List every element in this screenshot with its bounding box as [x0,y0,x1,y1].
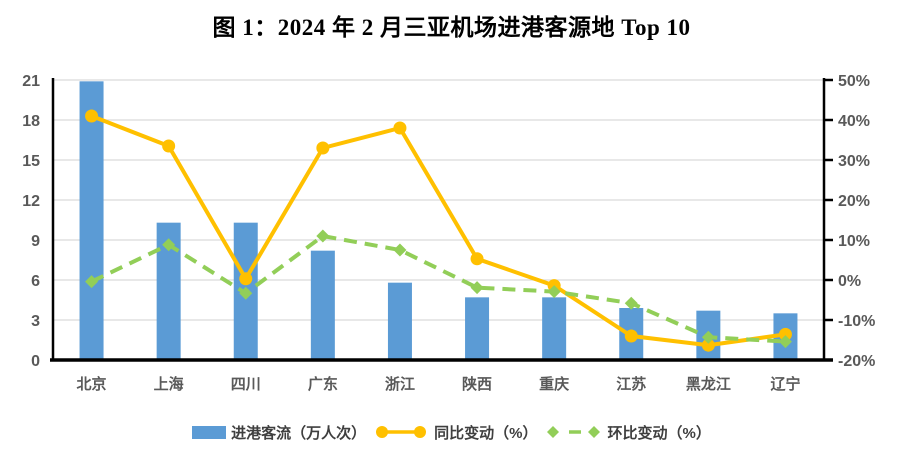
legend-item-yoy: 同比变动（%） [373,422,538,443]
right-axis-label: -10% [838,313,875,330]
left-axis-label: 15 [22,153,40,170]
bar-北京 [79,81,104,360]
mom-point-广东 [316,229,330,243]
yoy-point-北京 [85,109,99,123]
left-axis-label: 21 [22,73,40,90]
yoy-series-swatch [376,426,427,438]
right-axis-label: 30% [838,153,870,170]
legend-label-mom: 环比变动（%） [607,424,711,442]
legend-label-yoy: 同比变动（%） [434,424,538,442]
mom-point-陕西 [470,281,484,295]
bar-重庆 [542,297,567,360]
x-axis-label-北京: 北京 [77,375,107,393]
x-axis-label-陕西: 陕西 [462,375,492,393]
mom-point-四川 [239,286,253,300]
mom-series-swatch [546,426,600,438]
left-axis-label: 9 [31,233,40,250]
left-axis-label: 6 [31,273,40,290]
mom-point-辽宁 [778,335,792,349]
yoy-line [90,114,786,348]
mom-line [90,233,786,344]
chart-legend: 进港客流（万人次） 同比变动（%） 环比变动（%） [0,420,903,444]
mom-point-浙江 [393,243,407,257]
legend-item-passenger-flow: 进港客流（万人次） [192,422,366,443]
mom-point-江苏 [624,296,638,310]
right-axis-label: 10% [838,233,870,250]
yoy-point-上海 [162,139,176,153]
bar-广东 [310,250,335,360]
mom-point-重庆 [547,285,561,299]
left-axis-label: 0 [31,353,40,370]
yoy-point-浙江 [393,121,407,135]
right-axis-label: 40% [838,113,870,130]
yoy-point-黑龙江 [701,338,715,352]
x-axis-label-黑龙江: 黑龙江 [686,375,731,393]
right-axis-label: 50% [838,73,870,90]
yoy-point-广东 [316,141,330,155]
yoy-point-江苏 [624,329,638,343]
x-axis-label-重庆: 重庆 [539,375,569,393]
x-axis-label-四川: 四川 [231,376,261,393]
legend-item-mom: 环比变动（%） [545,422,711,443]
right-axis-label: -20% [838,353,875,370]
mom-point-黑龙江 [701,330,715,344]
bar-浙江 [387,282,412,360]
x-axis-label-上海: 上海 [154,375,184,393]
x-axis-label-江苏: 江苏 [616,375,646,393]
mom-point-北京 [85,275,99,289]
yoy-point-四川 [239,272,253,286]
bar-陕西 [465,297,490,360]
yoy-point-陕西 [470,252,484,266]
right-axis-label: 0% [838,273,861,290]
bar-series-swatch [192,425,227,439]
yoy-point-辽宁 [778,327,792,341]
left-axis-label: 18 [22,113,40,130]
mom-point-上海 [162,238,176,252]
x-axis-label-广东: 广东 [308,375,338,393]
legend-label-passenger-flow: 进港客流（万人次） [231,424,367,442]
left-axis-label: 12 [22,193,40,210]
x-axis-label-浙江: 浙江 [385,375,415,393]
x-axis-label-辽宁: 辽宁 [770,375,800,393]
left-axis-label: 3 [31,313,40,330]
right-axis-label: 20% [838,193,870,210]
chart-title: 图 1：2024 年 2 月三亚机场进港客源地 Top 10 [212,15,691,40]
